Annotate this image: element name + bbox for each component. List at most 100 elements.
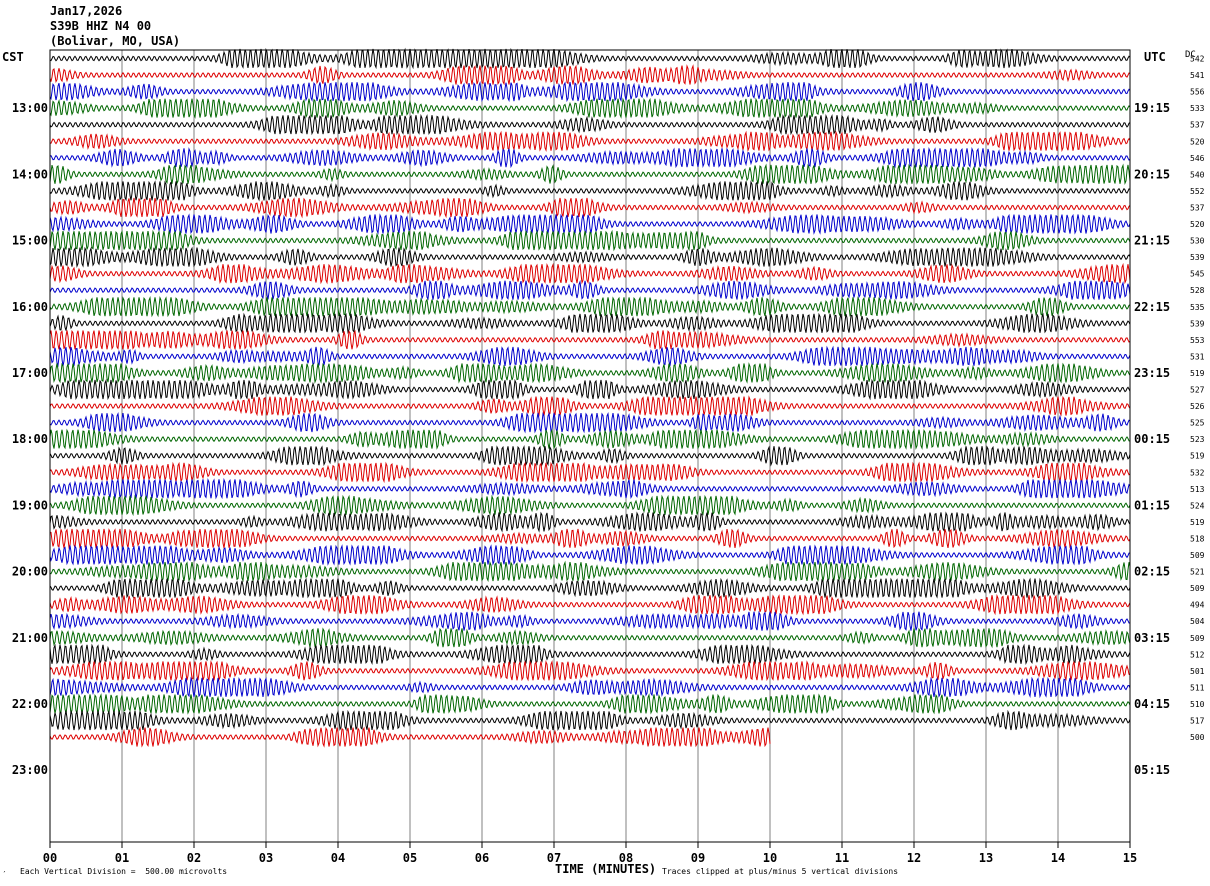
dc-value: 533	[1190, 104, 1205, 113]
seismic-trace	[49, 726, 771, 748]
clip-note: Traces clipped at plus/minus 5 vertical …	[662, 867, 899, 876]
right-hour-label: 01:15	[1134, 498, 1170, 512]
seismic-traces	[49, 47, 1131, 748]
seismic-trace	[49, 676, 1131, 699]
right-hour-label: 04:15	[1134, 697, 1170, 711]
x-tick-label: 05	[403, 851, 417, 865]
dc-value: 540	[1190, 170, 1205, 179]
seismic-trace	[49, 246, 1131, 268]
seismic-trace	[49, 97, 1131, 119]
seismic-trace	[49, 560, 1131, 583]
right-hour-label: 23:15	[1134, 366, 1170, 380]
cst-label: CST	[2, 50, 24, 64]
x-tick-label: 13	[979, 851, 993, 865]
left-hour-label: 19:00	[12, 498, 48, 512]
left-hour-label: 20:00	[12, 565, 48, 579]
seismic-trace	[49, 130, 1131, 153]
utc-label: UTC	[1144, 50, 1166, 64]
seismic-trace	[49, 345, 1131, 368]
x-tick-label: 04	[331, 851, 345, 865]
seismic-trace	[49, 146, 1131, 169]
dc-value: 553	[1190, 336, 1205, 345]
dc-value: 539	[1190, 319, 1205, 328]
dc-value: 519	[1190, 452, 1205, 461]
x-tick-label: 12	[907, 851, 921, 865]
seismic-trace	[49, 312, 1131, 335]
left-hour-labels: 13:00 14:00 15:00 16:00 17:00 18:00 19:00 20:00…	[12, 101, 48, 777]
dc-value: 509	[1190, 551, 1205, 560]
dc-value: 501	[1190, 667, 1205, 676]
dc-value: 526	[1190, 402, 1205, 411]
left-hour-label: 13:00	[12, 101, 48, 115]
dc-value: 528	[1190, 286, 1205, 295]
dc-value-labels: 542 541 556 533 537 520 546 540 552 537 520 530 539 5…	[1190, 55, 1205, 743]
seismic-trace	[49, 229, 1131, 252]
x-tick-label: 06	[475, 851, 489, 865]
dc-value: 535	[1190, 303, 1205, 312]
right-hour-label: 20:15	[1134, 167, 1170, 181]
dc-value: 519	[1190, 369, 1205, 378]
x-tick-label: 14	[1051, 851, 1065, 865]
right-hour-label: 22:15	[1134, 300, 1170, 314]
seismic-trace	[49, 163, 1131, 186]
left-hour-label: 22:00	[12, 697, 48, 711]
x-tick-label: 07	[547, 851, 561, 865]
dc-value: 525	[1190, 419, 1205, 428]
x-tick-label: 15	[1123, 851, 1137, 865]
location-label: (Bolivar, MO, USA)	[50, 34, 181, 48]
dc-value: 545	[1190, 270, 1205, 279]
seismic-trace	[49, 659, 1131, 682]
left-hour-label: 21:00	[12, 631, 48, 645]
dc-value: 500	[1190, 733, 1205, 742]
x-tick-label: 01	[115, 851, 129, 865]
x-tick-label: 02	[187, 851, 201, 865]
seismic-trace	[49, 577, 1131, 599]
dc-value: 510	[1190, 700, 1205, 709]
right-hour-labels: 19:15 20:15 21:15 22:15 23:15 00:15 01:15 02:15…	[1134, 101, 1170, 777]
dc-value: 532	[1190, 468, 1205, 477]
seismic-trace	[49, 477, 1131, 500]
left-hour-label: 18:00	[12, 432, 48, 446]
seismic-trace	[49, 279, 1131, 301]
seismic-trace	[49, 47, 1131, 70]
seismic-trace	[49, 444, 1131, 467]
left-hour-label: 23:00	[12, 763, 48, 777]
seismic-trace	[49, 113, 1131, 136]
right-hour-label: 19:15	[1134, 101, 1170, 115]
date-label: Jan17,2026	[50, 4, 123, 18]
dc-value: 546	[1190, 154, 1205, 163]
right-hour-label: 00:15	[1134, 432, 1170, 446]
x-tick-label: 11	[835, 851, 849, 865]
dc-value: 509	[1190, 634, 1205, 643]
seismic-trace	[49, 528, 1131, 550]
x-axis-ticks: 00 01 02 03 04 05 06 07 08 09 10 11 12 13 14 15	[43, 842, 1137, 865]
seismic-trace	[49, 544, 1131, 566]
seismic-trace	[49, 411, 1131, 434]
seismic-trace	[49, 378, 1131, 401]
left-hour-label: 16:00	[12, 300, 48, 314]
seismic-trace	[49, 593, 1131, 616]
dc-header-label: DC	[1185, 50, 1196, 60]
right-hour-label: 02:15	[1134, 565, 1170, 579]
dc-value: 519	[1190, 518, 1205, 527]
plot-frame	[49, 49, 1131, 843]
seismic-trace	[49, 329, 1131, 351]
left-hour-label: 14:00	[12, 167, 48, 181]
dc-value: 542	[1190, 55, 1205, 64]
dc-value: 518	[1190, 534, 1205, 543]
dc-value: 524	[1190, 501, 1205, 510]
dc-value: 520	[1190, 137, 1205, 146]
dc-value: 512	[1190, 650, 1205, 659]
x-axis-title: TIME (MINUTES)	[555, 862, 657, 876]
dc-value: 531	[1190, 352, 1205, 361]
dc-value: 520	[1190, 220, 1205, 229]
seismic-trace	[49, 461, 1131, 484]
x-tick-label: 03	[259, 851, 273, 865]
seismic-trace	[49, 428, 1131, 450]
seismic-trace	[49, 395, 1131, 417]
dc-value: 521	[1190, 568, 1205, 577]
left-hour-label: 17:00	[12, 366, 48, 380]
seismic-trace	[49, 262, 1131, 285]
seismic-trace	[49, 197, 1131, 219]
seismic-trace	[49, 693, 1131, 715]
